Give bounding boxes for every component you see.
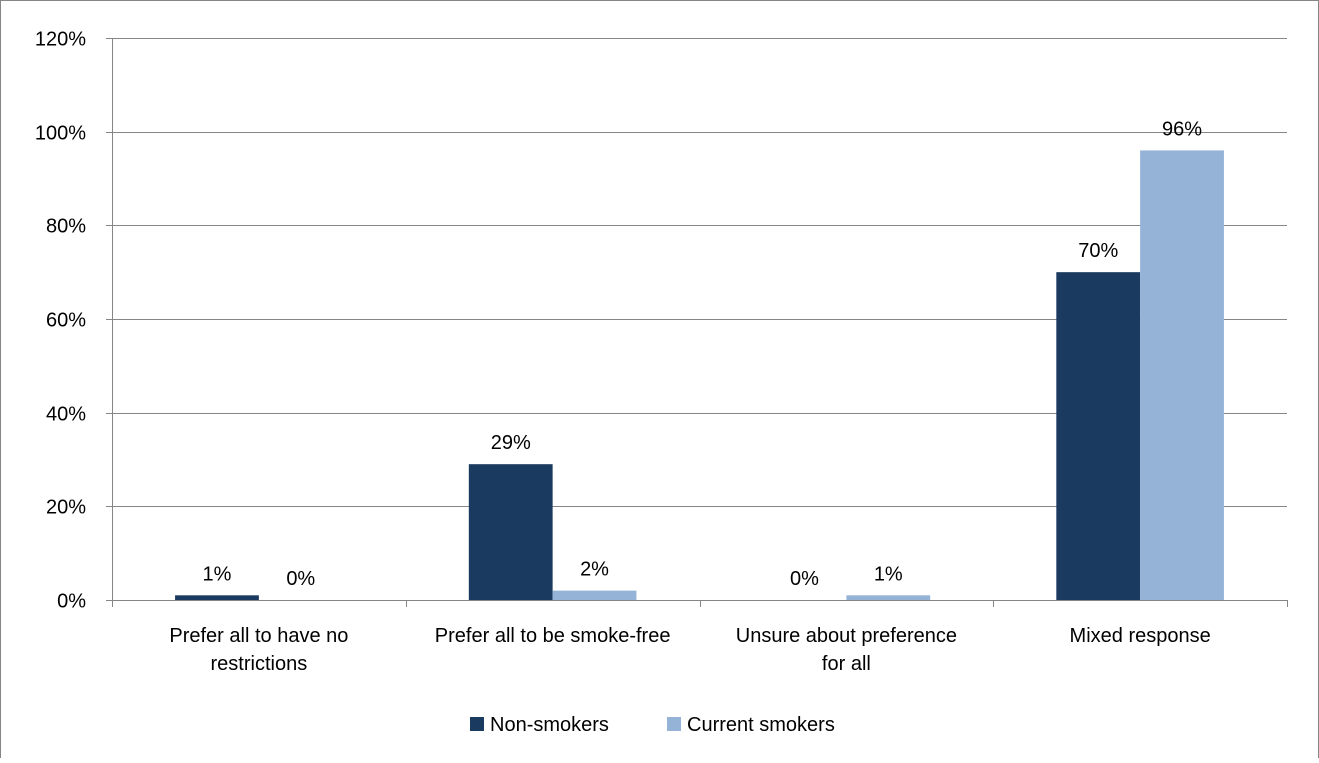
data-label: 1% bbox=[203, 563, 232, 585]
x-axis-categories: Prefer all to have no restrictions Prefer … bbox=[169, 625, 1210, 675]
data-label: 2% bbox=[580, 559, 609, 581]
y-tick-label: 20% bbox=[46, 497, 86, 519]
bar-non-smokers bbox=[1056, 272, 1141, 600]
y-tick-label: 60% bbox=[46, 310, 86, 332]
category-label: Unsure about preference bbox=[736, 625, 957, 647]
bar-non-smokers bbox=[468, 464, 553, 600]
bar-current-smokers bbox=[552, 590, 637, 600]
y-tick-label: 40% bbox=[46, 404, 86, 426]
category-label: Prefer all to be smoke-free bbox=[435, 625, 671, 647]
data-label: 70% bbox=[1078, 240, 1118, 262]
bars bbox=[175, 150, 1224, 600]
data-label: 29% bbox=[491, 432, 531, 454]
legend-swatch bbox=[667, 717, 681, 731]
bar-current-smokers bbox=[846, 595, 931, 600]
y-tick-label: 120% bbox=[35, 29, 86, 51]
category-label: restrictions bbox=[211, 653, 308, 675]
y-tick-label: 100% bbox=[35, 123, 86, 145]
y-axis-ticks: 0% 20% 40% 60% 80% 100% 120% bbox=[35, 29, 112, 613]
category-label: Mixed response bbox=[1070, 625, 1211, 647]
legend-swatch bbox=[470, 717, 484, 731]
y-tick-label: 0% bbox=[57, 591, 86, 613]
data-label: 0% bbox=[790, 568, 819, 590]
data-labels: 1% 0% 29% 2% 0% 1% 70% 96% bbox=[203, 118, 1203, 590]
gridlines bbox=[112, 38, 1287, 507]
category-label: for all bbox=[822, 653, 871, 675]
y-tick-label: 80% bbox=[46, 216, 86, 238]
legend-label: Non-smokers bbox=[490, 714, 609, 736]
axes bbox=[112, 38, 1288, 607]
data-label: 96% bbox=[1162, 118, 1202, 140]
data-label: 0% bbox=[286, 568, 315, 590]
legend-label: Current smokers bbox=[687, 714, 835, 736]
legend: Non-smokers Current smokers bbox=[470, 714, 835, 736]
bar-current-smokers bbox=[1140, 150, 1224, 600]
bar-non-smokers bbox=[175, 595, 259, 600]
category-label: Prefer all to have no bbox=[169, 625, 348, 647]
data-label: 1% bbox=[874, 563, 903, 585]
